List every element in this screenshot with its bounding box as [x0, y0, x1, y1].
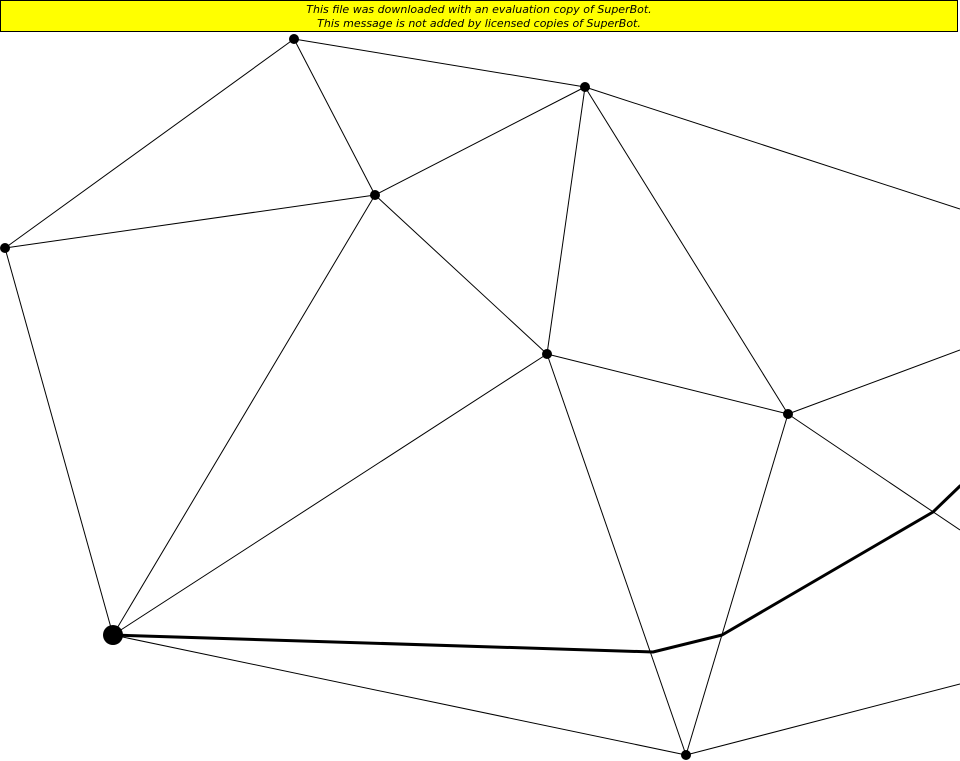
graph-edge	[787, 413, 960, 531]
graph-edge	[293, 38, 586, 88]
graph-node[interactable]	[542, 349, 552, 359]
graph-edge	[546, 353, 789, 415]
graph-edge	[584, 86, 960, 210]
graph-edges	[4, 38, 960, 756]
graph-nodes	[0, 34, 793, 760]
graph-node[interactable]	[580, 82, 590, 92]
graph-edge	[4, 247, 114, 636]
graph-edge	[787, 349, 960, 415]
evaluation-banner: This file was downloaded with an evaluat…	[0, 0, 958, 32]
graph-edge	[112, 353, 548, 636]
evaluation-banner-line-1: This file was downloaded with an evaluat…	[306, 3, 652, 16]
graph-edge	[374, 194, 548, 355]
start-node[interactable]	[103, 625, 123, 645]
highlighted-path	[111, 484, 960, 654]
graph-edge	[685, 683, 960, 756]
graph-node[interactable]	[289, 34, 299, 44]
graph-node[interactable]	[783, 409, 793, 419]
graph-edge	[546, 353, 687, 756]
graph-edge	[112, 194, 376, 636]
graph-edge	[4, 38, 295, 249]
graph-edge	[584, 86, 789, 415]
graph-node[interactable]	[681, 750, 691, 760]
evaluation-banner-line-2: This message is not added by licensed co…	[317, 17, 641, 30]
graph-edge	[685, 413, 789, 756]
graph-edge	[4, 194, 376, 249]
graph-node[interactable]	[370, 190, 380, 200]
graph-edge	[546, 86, 586, 355]
graph-node[interactable]	[0, 243, 10, 253]
graph-edge	[112, 634, 687, 756]
graph-edge	[293, 38, 376, 196]
graph-edge	[374, 86, 586, 196]
